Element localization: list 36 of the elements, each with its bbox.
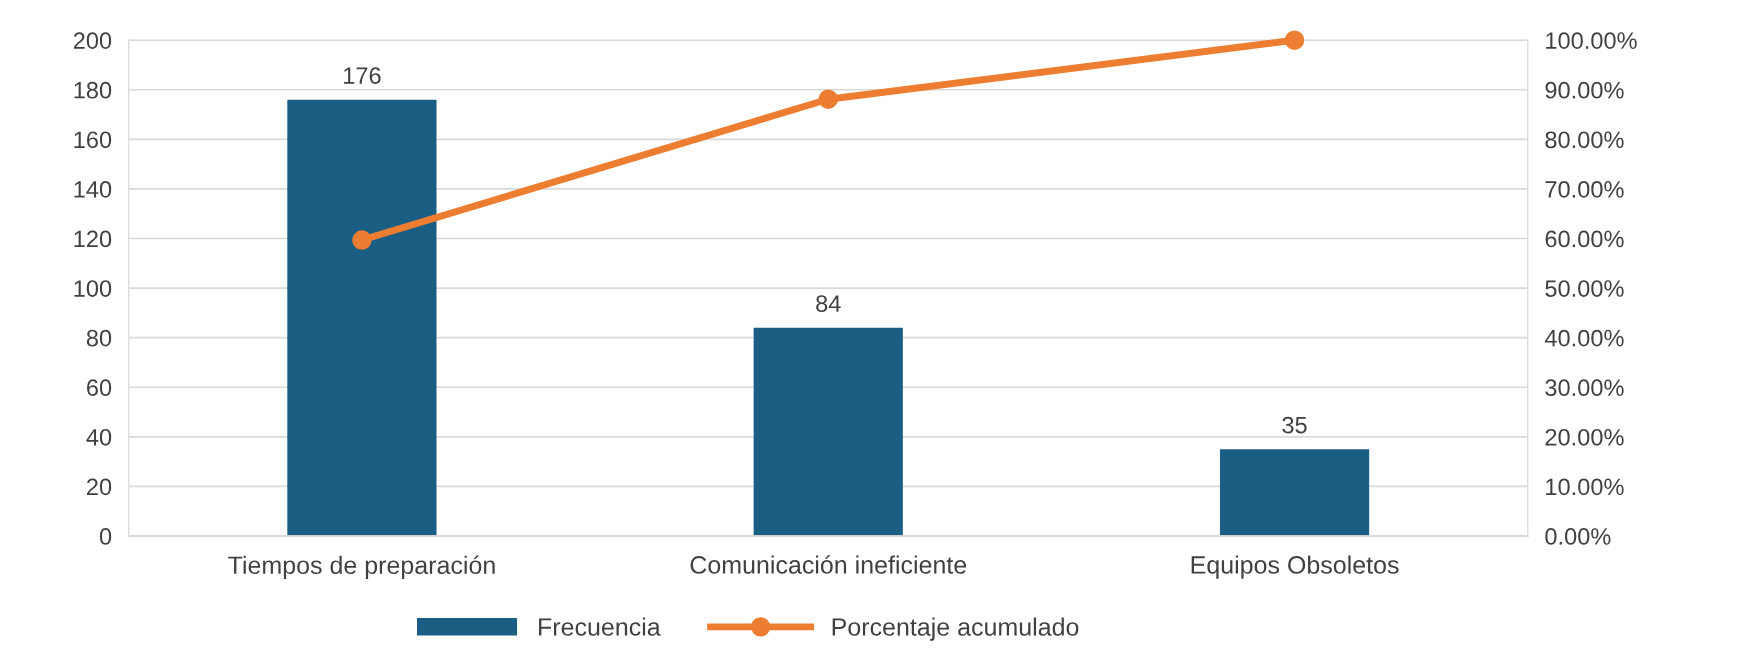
y-tick-label: 20 [87, 478, 112, 496]
y-tick-label: 0 [99, 528, 112, 545]
bar [753, 327, 903, 536]
data-label: 35 [1282, 416, 1307, 434]
y2-tick-label: 30.00% [1545, 379, 1624, 397]
y2-tick-label: 100.00% [1546, 32, 1637, 49]
point [818, 89, 838, 109]
y2-tick-label: 10.00% [1546, 478, 1624, 496]
y2-tick-label: 70.00% [1545, 181, 1624, 198]
y2-tick-label: 80.00% [1545, 131, 1624, 149]
y2-tick-label: 20.00% [1545, 428, 1624, 446]
legend-label: Porcentaje acumulado [832, 617, 1079, 641]
data-label: 84 [816, 295, 841, 312]
point [352, 230, 372, 250]
y-tick-label: 100 [74, 280, 112, 297]
y-tick-label: 160 [74, 131, 112, 149]
y-tick-label: 200 [73, 32, 112, 49]
y-tick-label: 60 [87, 379, 112, 397]
bar [1219, 449, 1370, 536]
point [1284, 30, 1305, 50]
y2-tick-label: 40.00% [1544, 329, 1624, 347]
bar [287, 99, 437, 536]
data-label: 176 [344, 67, 381, 84]
y-tick-label: 180 [74, 81, 112, 99]
y-tick-label: 80 [86, 329, 112, 347]
x-tick-label: Comunicación ineficiente [690, 555, 967, 574]
y-tick-label: 120 [74, 230, 112, 248]
y2-tick-label: 60.00% [1545, 230, 1624, 248]
y2-tick-label: 50.00% [1545, 280, 1624, 297]
x-tick-label: Equipos Obsoletos [1191, 555, 1399, 579]
legend-label: Frecuencia [539, 617, 661, 636]
y-tick-label: 140 [74, 181, 112, 198]
y2-tick-label: 0.00% [1545, 528, 1611, 545]
y-tick-label: 40 [86, 428, 112, 446]
y2-tick-label: 90.00% [1545, 81, 1624, 99]
x-tick-label: Tiempos de preparación [228, 555, 495, 580]
